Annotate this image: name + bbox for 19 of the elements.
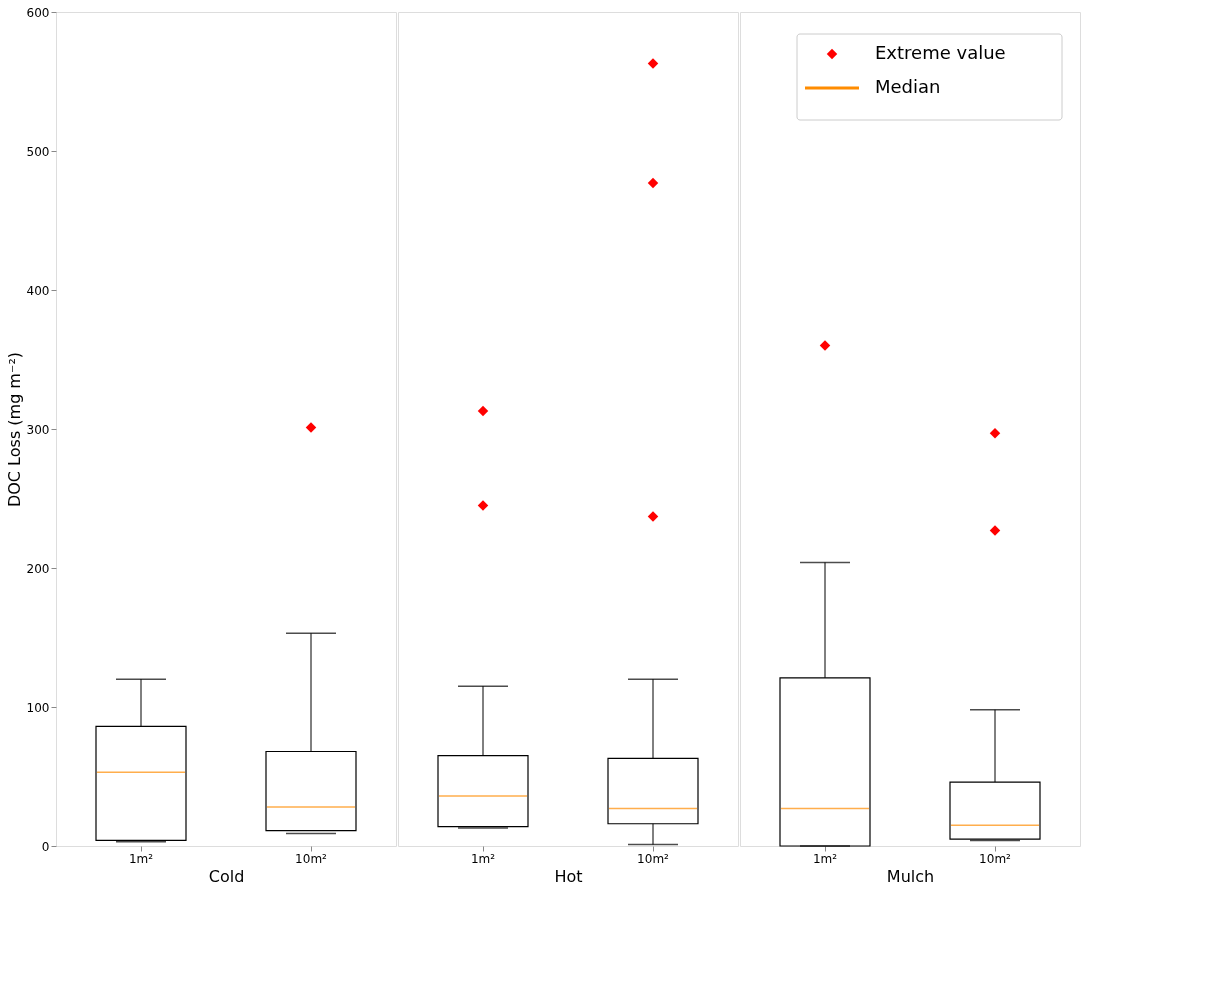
y-tick-label: 0 bbox=[41, 839, 50, 854]
x-tick-label: 10m² bbox=[637, 851, 670, 866]
x-tick-label: 1m² bbox=[128, 851, 154, 866]
x-tick-label: 1m² bbox=[470, 851, 496, 866]
x-axis-title: Mulch bbox=[886, 866, 935, 886]
x-axis-title: Hot bbox=[554, 866, 583, 886]
y-tick-label: 200 bbox=[26, 561, 50, 576]
y-tick-label: 600 bbox=[26, 5, 50, 20]
x-tick-label: 10m² bbox=[295, 851, 328, 866]
y-tick-label: 500 bbox=[26, 144, 50, 159]
y-axis-title: DOC Loss (mg m⁻²) bbox=[4, 351, 24, 508]
y-tick-label: 400 bbox=[26, 283, 50, 298]
x-tick-label: 1m² bbox=[812, 851, 838, 866]
legend-label: Extreme value bbox=[875, 42, 1006, 63]
x-axis-title: Cold bbox=[208, 866, 245, 886]
y-tick-label: 300 bbox=[26, 422, 50, 437]
x-tick-label: 10m² bbox=[979, 851, 1012, 866]
y-tick-label: 100 bbox=[26, 700, 50, 715]
legend-label: Median bbox=[875, 76, 941, 97]
